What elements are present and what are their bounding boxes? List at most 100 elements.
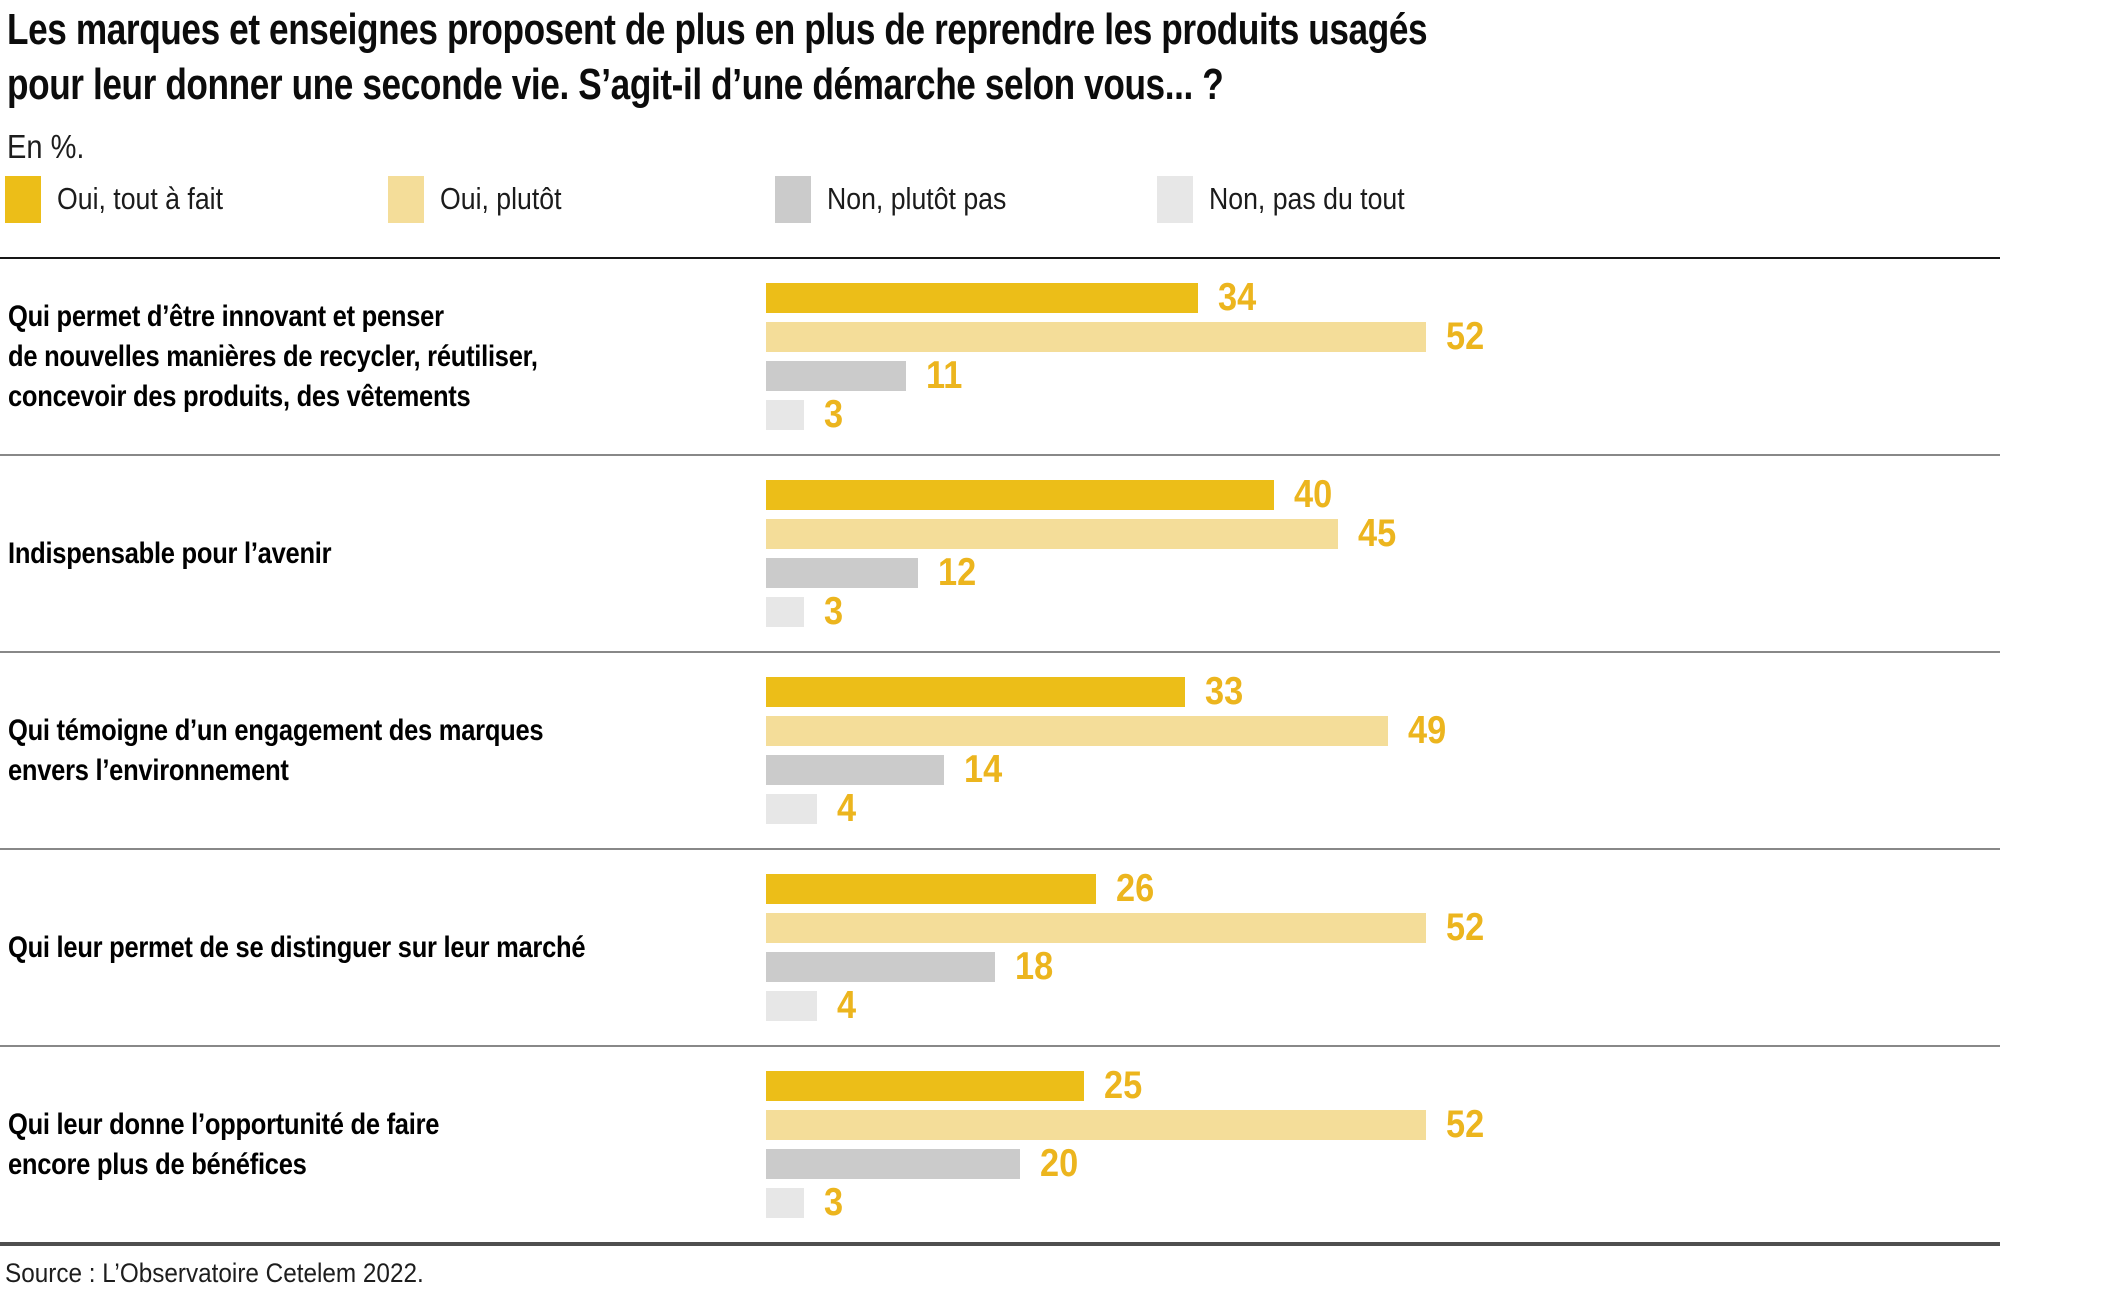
- bar-value-label: 33: [1205, 670, 1244, 713]
- bar-value-label: 3: [824, 590, 844, 633]
- row-category-label-line: Qui permet d’être innovant et penser: [8, 299, 444, 333]
- bar-value-label: 26: [1116, 867, 1155, 910]
- bar-row: 14: [766, 748, 1451, 791]
- bar-row: 52: [766, 906, 1489, 949]
- row-category-label-line: Qui leur permet de se distinguer sur leu…: [8, 930, 586, 964]
- bar-row: 12: [766, 551, 1401, 594]
- bar-value-label: 40: [1294, 473, 1333, 516]
- bar-oui-tout-a-fait: [766, 480, 1274, 510]
- bar-oui-tout-a-fait: [766, 283, 1198, 313]
- bar-value-label: 52: [1446, 1103, 1485, 1146]
- row-bars: 25 52 20 3: [766, 1047, 1489, 1242]
- bar-row: 3: [766, 1181, 1489, 1224]
- chart-row: Indispensable pour l’avenir 40 45 12 3: [0, 454, 2000, 651]
- bar-row: 52: [766, 315, 1489, 358]
- bar-non-pas-du-tout: [766, 1188, 804, 1218]
- legend-label: Non, pas du tout: [1209, 181, 1405, 216]
- bar-row: 25: [766, 1064, 1489, 1107]
- chart-title-line1: Les marques et enseignes proposent de pl…: [7, 5, 1428, 54]
- bar-value-label: 14: [964, 748, 1003, 791]
- bar-value-label: 4: [837, 787, 857, 830]
- legend-label: Oui, plutôt: [440, 181, 562, 216]
- bar-non-plutot-pas: [766, 558, 918, 588]
- row-category-label-line: Qui témoigne d’un engagement des marques: [8, 713, 544, 747]
- row-bars: 26 52 18 4: [766, 850, 1489, 1045]
- row-category-label: Qui témoigne d’un engagement des marques…: [8, 653, 738, 848]
- legend-label: Oui, tout à fait: [57, 181, 223, 216]
- row-category-label: Qui permet d’être innovant et penser de n…: [8, 259, 738, 454]
- bar-row: 49: [766, 709, 1451, 752]
- chart-rows: Qui permet d’être innovant et penser de n…: [0, 257, 2000, 1246]
- bar-non-pas-du-tout: [766, 794, 817, 824]
- legend-item: Oui, plutôt: [388, 174, 581, 224]
- bar-row: 40: [766, 473, 1401, 516]
- bar-row: 45: [766, 512, 1401, 555]
- bar-oui-plutot: [766, 716, 1388, 746]
- bar-value-label: 3: [824, 1181, 844, 1224]
- bar-non-pas-du-tout: [766, 991, 817, 1021]
- bar-row: 3: [766, 393, 1489, 436]
- bar-value-label: 3: [824, 393, 844, 436]
- bar-row: 3: [766, 590, 1401, 633]
- legend-swatch: [5, 175, 41, 223]
- bar-row: 4: [766, 787, 1451, 830]
- bar-oui-plutot: [766, 519, 1338, 549]
- row-bars: 40 45 12 3: [766, 456, 1401, 651]
- row-category-label: Qui leur donne l’opportunité de faire enc…: [8, 1047, 738, 1242]
- bar-value-label: 49: [1408, 709, 1447, 752]
- bar-non-plutot-pas: [766, 361, 906, 391]
- row-bars: 33 49 14 4: [766, 653, 1451, 848]
- bar-non-plutot-pas: [766, 952, 995, 982]
- row-category-label-line: Qui leur donne l’opportunité de faire: [8, 1107, 440, 1141]
- bar-oui-plutot: [766, 322, 1426, 352]
- legend-item: Non, pas du tout: [1157, 174, 1437, 224]
- bar-value-label: 52: [1446, 906, 1485, 949]
- chart-row: Qui permet d’être innovant et penser de n…: [0, 257, 2000, 454]
- bar-value-label: 11: [926, 354, 963, 397]
- bar-value-label: 45: [1358, 512, 1397, 555]
- row-bars: 34 52 11 3: [766, 259, 1489, 454]
- bar-non-pas-du-tout: [766, 400, 804, 430]
- bar-value-label: 4: [837, 984, 857, 1027]
- bar-non-pas-du-tout: [766, 597, 804, 627]
- source-note: Source : L’Observatoire Cetelem 2022.: [5, 1258, 424, 1288]
- chart-row: Qui leur permet de se distinguer sur leu…: [0, 848, 2000, 1045]
- legend-item: Non, plutôt pas: [775, 174, 1036, 224]
- legend-item: Oui, tout à fait: [5, 174, 250, 224]
- chart-title: Les marques et enseignes proposent de pl…: [7, 2, 1782, 112]
- row-category-label: Qui leur permet de se distinguer sur leu…: [8, 850, 738, 1045]
- bar-oui-tout-a-fait: [766, 677, 1185, 707]
- chart-row: Qui témoigne d’un engagement des marques…: [0, 651, 2000, 848]
- bar-oui-tout-a-fait: [766, 1071, 1084, 1101]
- bar-row: 52: [766, 1103, 1489, 1146]
- chart-row: Qui leur donne l’opportunité de faire enc…: [0, 1045, 2000, 1242]
- chart-subtitle: En %.: [7, 128, 85, 165]
- bar-non-plutot-pas: [766, 755, 944, 785]
- bar-value-label: 34: [1218, 276, 1257, 319]
- legend-label: Non, plutôt pas: [827, 181, 1007, 216]
- row-category-label-line: envers l’environnement: [8, 753, 289, 787]
- chart-title-line2: pour leur donner une seconde vie. S’agit…: [7, 60, 1224, 109]
- bar-value-label: 52: [1446, 315, 1485, 358]
- legend-swatch: [1157, 175, 1193, 223]
- bar-oui-plutot: [766, 1110, 1426, 1140]
- bar-oui-plutot: [766, 913, 1426, 943]
- chart-legend: Oui, tout à fait Oui, plutôt Non, plutôt p…: [0, 174, 2125, 224]
- bar-row: 34: [766, 276, 1489, 319]
- row-category-label-line: concevoir des produits, des vêtements: [8, 379, 471, 413]
- bar-row: 26: [766, 867, 1489, 910]
- row-category-label-line: de nouvelles manières de recycler, réuti…: [8, 339, 538, 373]
- bar-value-label: 18: [1015, 945, 1054, 988]
- bar-row: 11: [766, 354, 1489, 397]
- row-category-label-line: encore plus de bénéfices: [8, 1147, 307, 1181]
- legend-swatch: [388, 175, 424, 223]
- row-category-label: Indispensable pour l’avenir: [8, 456, 738, 651]
- bar-oui-tout-a-fait: [766, 874, 1096, 904]
- bar-row: 20: [766, 1142, 1489, 1185]
- bar-value-label: 20: [1040, 1142, 1079, 1185]
- bar-row: 4: [766, 984, 1489, 1027]
- bar-non-plutot-pas: [766, 1149, 1020, 1179]
- bar-value-label: 12: [938, 551, 977, 594]
- bar-row: 18: [766, 945, 1489, 988]
